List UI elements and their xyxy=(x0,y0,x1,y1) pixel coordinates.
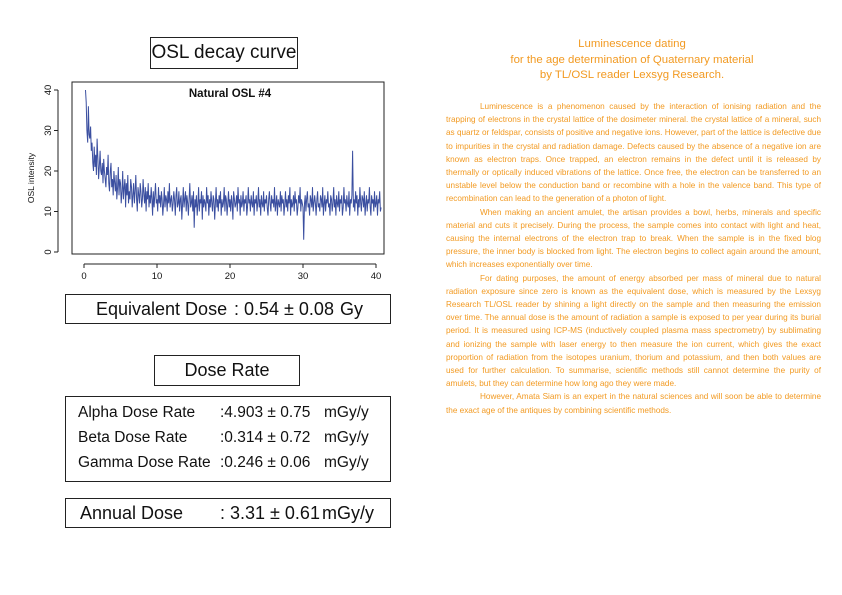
chart-title: Natural OSL #4 xyxy=(189,88,272,100)
dose-rate-label: Beta Dose Rate xyxy=(78,429,188,446)
article-paragraph: For dating purposes, the amount of energ… xyxy=(446,273,821,389)
dose-rate-unit: mGy/y xyxy=(324,454,369,471)
x-tick-label: 20 xyxy=(225,271,236,282)
dose-rate-label: Alpha Dose Rate xyxy=(78,404,196,421)
equivalent-dose-box: Equivalent Dose : 0.54 ± 0.08 Gy xyxy=(65,294,391,324)
y-axis: 0 10 20 30 40 xyxy=(43,85,59,255)
article-title: Luminescence dating for the age determin… xyxy=(440,37,824,84)
x-tick-label: 0 xyxy=(81,271,86,282)
equivalent-dose-label: Equivalent Dose xyxy=(96,299,228,319)
annual-dose-box: Annual Dose : 3.31 ± 0.61 mGy/y xyxy=(65,498,391,528)
y-tick-label: 20 xyxy=(43,166,54,177)
equivalent-dose-value: : 0.54 ± 0.08 xyxy=(234,299,334,319)
equivalent-dose-unit: Gy xyxy=(340,299,364,319)
x-tick-label: 10 xyxy=(152,271,163,282)
gamma-dose-rate-row: Gamma Dose Rate :0.246 ± 0.06 mGy/y xyxy=(66,454,390,478)
annual-dose-value: : 3.31 ± 0.61 xyxy=(220,503,320,523)
article-title-line: for the age determination of Quaternary … xyxy=(510,53,754,66)
osl-decay-chart: Natural OSL #4 OSL intensity 0 10 20 30 40 0… xyxy=(26,81,385,282)
annual-dose-unit: mGy/y xyxy=(322,503,374,523)
article-title-line: by TL/OSL reader Lexsyg Research. xyxy=(539,69,725,81)
article-paragraph: However, Amata Siam is an expert in the … xyxy=(446,392,821,415)
dose-rate-value: :0.246 ± 0.06 xyxy=(220,454,311,471)
x-tick-label: 40 xyxy=(371,271,382,282)
beta-dose-rate-row: Beta Dose Rate :0.314 ± 0.72 mGy/y xyxy=(66,429,390,453)
alpha-dose-rate-row: Alpha Dose Rate :4.903 ± 0.75 mGy/y xyxy=(66,404,390,428)
dose-rate-label: Gamma Dose Rate xyxy=(78,454,211,471)
dose-rate-value: :4.903 ± 0.75 xyxy=(220,404,311,421)
chart-title-box: OSL decay curve xyxy=(150,37,298,69)
article-title-line: Luminescence dating xyxy=(578,38,686,50)
y-tick-label: 30 xyxy=(43,125,54,136)
article-paragraph: When making an ancient amulet, the artis… xyxy=(446,207,821,270)
dose-rate-title-box: Dose Rate xyxy=(154,355,300,386)
plot-frame xyxy=(71,81,385,255)
y-axis-label: OSL intensity xyxy=(26,152,36,203)
y-tick-label: 0 xyxy=(43,249,54,254)
y-tick-label: 10 xyxy=(43,206,54,217)
x-tick-label: 30 xyxy=(298,271,309,282)
article-body: Luminescence is a phenomenon caused by t… xyxy=(446,100,821,417)
dose-rate-box: Alpha Dose Rate :4.903 ± 0.75 mGy/y Beta… xyxy=(65,396,391,482)
x-axis: 0 10 20 30 40 xyxy=(81,263,382,282)
dose-rate-unit: mGy/y xyxy=(324,429,369,446)
y-tick-label: 40 xyxy=(43,85,54,96)
article-paragraph: Luminescence is a phenomenon caused by t… xyxy=(446,102,821,204)
annual-dose-label: Annual Dose xyxy=(80,503,184,523)
dose-rate-value: :0.314 ± 0.72 xyxy=(220,429,311,446)
osl-series-line xyxy=(85,89,382,240)
dose-rate-unit: mGy/y xyxy=(324,404,369,421)
